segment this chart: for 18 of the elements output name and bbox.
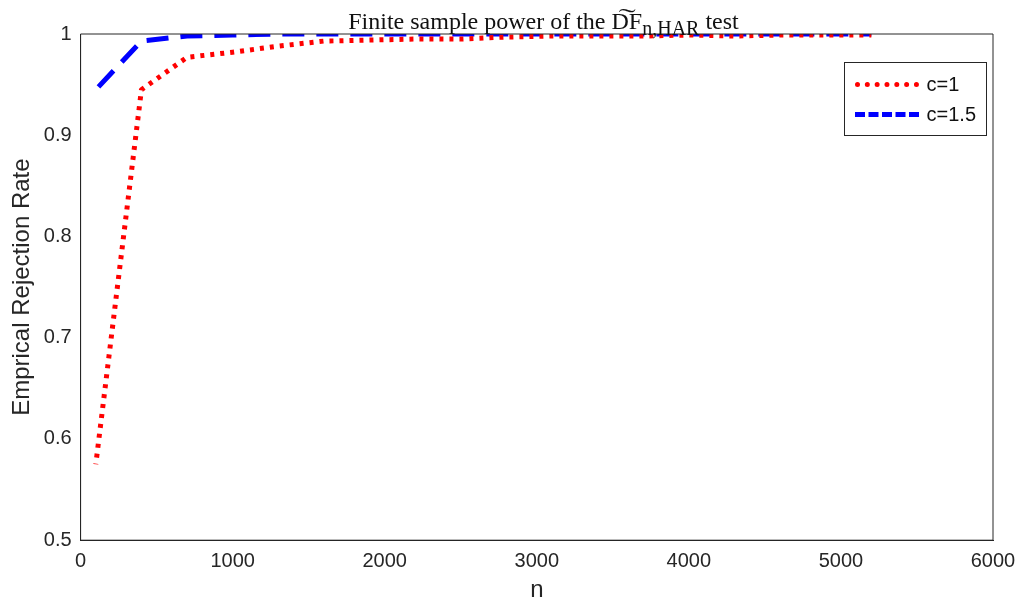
legend-label: c=1.5 xyxy=(926,102,976,126)
x-tick-label: 3000 xyxy=(514,548,560,571)
y-tick-label: 0.8 xyxy=(43,224,72,246)
y-axis-title: Emprical Rejection Rate xyxy=(7,158,35,416)
y-tick-label: 0.9 xyxy=(43,122,72,145)
y-tick-label: 0.5 xyxy=(43,527,72,550)
x-axis-title: n xyxy=(530,575,544,603)
x-tick-label: 4000 xyxy=(666,548,712,571)
x-tick-label: 0 xyxy=(75,548,87,571)
x-tick-label: 6000 xyxy=(970,548,1016,571)
legend-label: c=1 xyxy=(926,72,960,96)
x-tick-label: 5000 xyxy=(818,548,864,571)
x-tick-label: 1000 xyxy=(210,548,255,571)
x-tick-label: 2000 xyxy=(362,548,407,571)
chart-title: Finite sample power of the D͠F$_{n,HAR}$ test xyxy=(347,7,740,41)
y-tick-label: 0.7 xyxy=(43,325,72,348)
y-tick-label: 0.6 xyxy=(43,426,72,449)
y-tick-label: 1 xyxy=(60,21,72,44)
